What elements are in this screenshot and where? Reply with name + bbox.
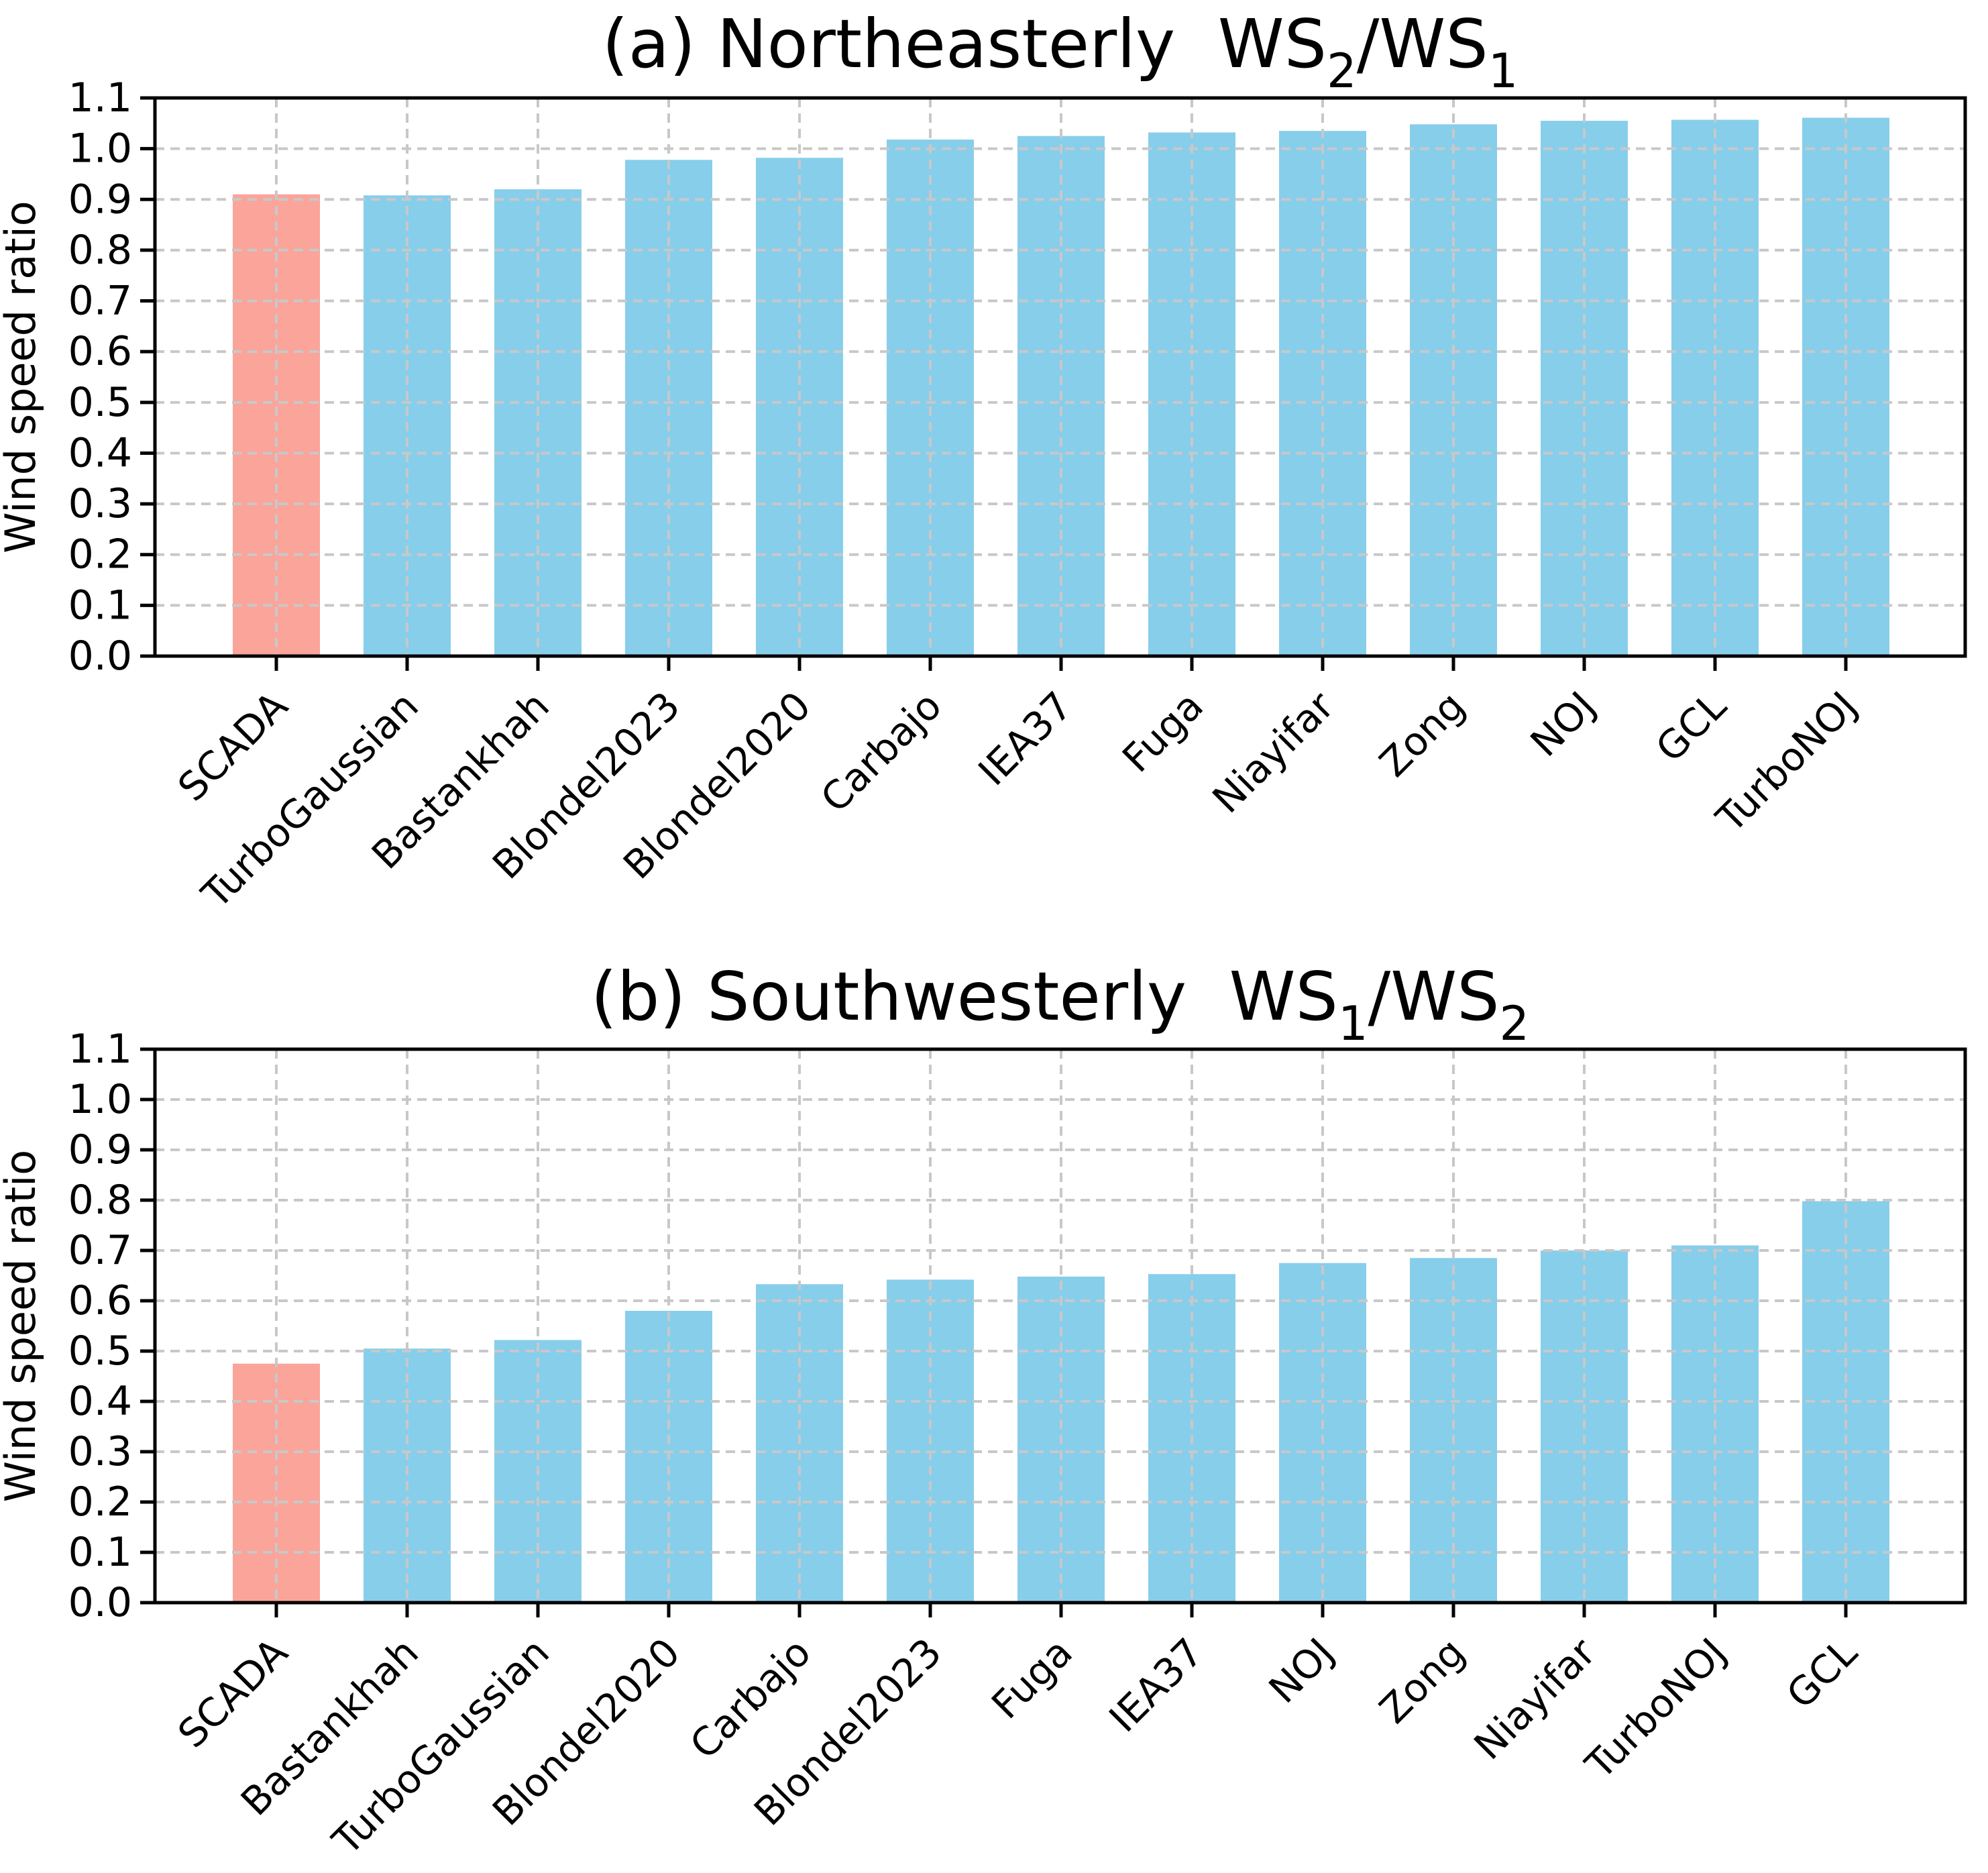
y-axis-label: Wind speed ratio bbox=[0, 1150, 45, 1503]
y-tick-label-1.0: 1.0 bbox=[68, 1076, 132, 1123]
y-tick-label-0.8: 0.8 bbox=[68, 227, 132, 274]
y-tick-label-0.5: 0.5 bbox=[68, 379, 132, 426]
y-axis-ticks: 0.00.10.20.30.40.50.60.70.80.91.01.1 bbox=[68, 1026, 155, 1626]
y-tick-label-0.1: 0.1 bbox=[68, 582, 132, 629]
y-tick-label-0.2: 0.2 bbox=[68, 531, 132, 578]
y-tick-label-0.0: 0.0 bbox=[68, 633, 132, 680]
y-axis-label: Wind speed ratio bbox=[0, 201, 45, 553]
y-tick-label-0.1: 0.1 bbox=[68, 1529, 132, 1576]
y-axis-ticks: 0.00.10.20.30.40.50.60.70.80.91.01.1 bbox=[68, 74, 155, 680]
y-tick-label-0.6: 0.6 bbox=[68, 1277, 132, 1324]
y-tick-label-0.4: 0.4 bbox=[68, 429, 132, 476]
chart-a-svg: 0.00.10.20.30.40.50.60.70.80.91.01.1SCAD… bbox=[0, 0, 1988, 936]
y-tick-label-0.9: 0.9 bbox=[68, 1126, 132, 1173]
chart-background bbox=[0, 0, 1988, 936]
y-tick-label-0.4: 0.4 bbox=[68, 1378, 132, 1425]
bar-NOJ bbox=[1541, 121, 1628, 656]
gridlines-group bbox=[155, 1049, 1965, 1603]
y-tick-label-0.7: 0.7 bbox=[68, 1227, 132, 1274]
chart-title: (b) Southwesterly WS1/WS2 bbox=[591, 957, 1529, 1051]
y-tick-label-0.9: 0.9 bbox=[68, 176, 132, 223]
chart-b-svg: 0.00.10.20.30.40.50.60.70.80.91.01.1SCAD… bbox=[0, 936, 1988, 1873]
y-tick-label-0.5: 0.5 bbox=[68, 1328, 132, 1375]
chart-background bbox=[0, 936, 1988, 1873]
chart-panel-northeasterly: 0.0 0.1 0.2 0.3 0.4 0.5 0.6 0.7 0.8 0.9 1.0 1.1 SCAD… bbox=[0, 0, 1988, 936]
y-tick-label-0.3: 0.3 bbox=[68, 1428, 132, 1475]
y-tick-label-1.1: 1.1 bbox=[68, 74, 132, 121]
y-tick-label-0.0: 0.0 bbox=[68, 1579, 132, 1626]
y-tick-label-1.0: 1.0 bbox=[68, 125, 132, 172]
y-tick-label-1.1: 1.1 bbox=[68, 1026, 132, 1073]
y-tick-label-0.7: 0.7 bbox=[68, 278, 132, 325]
y-tick-label-0.3: 0.3 bbox=[68, 480, 132, 527]
y-tick-label-0.2: 0.2 bbox=[68, 1479, 132, 1526]
gridlines-group bbox=[155, 98, 1965, 656]
y-tick-label-0.6: 0.6 bbox=[68, 328, 132, 375]
y-tick-label-0.8: 0.8 bbox=[68, 1177, 132, 1224]
chart-title: (a) Northeasterly WS2/WS1 bbox=[602, 5, 1518, 99]
chart-panel-southwesterly: 0.0 0.1 0.2 0.3 0.4 0.5 0.6 0.7 0.8 0.9 1.0 1.1 SCAD… bbox=[0, 936, 1988, 1873]
